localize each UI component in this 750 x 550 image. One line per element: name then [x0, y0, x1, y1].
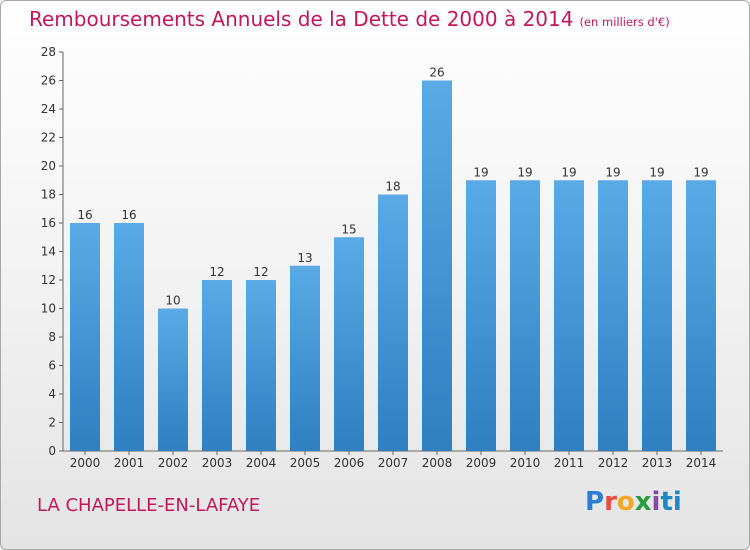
x-tick-label: 2001 [114, 456, 145, 470]
bar [70, 223, 100, 451]
bar [202, 280, 232, 451]
x-tick-label: 2014 [686, 456, 717, 470]
bar [114, 223, 144, 451]
bar-value-label: 13 [297, 251, 312, 265]
x-tick-label: 2008 [422, 456, 453, 470]
y-tick-label: 26 [41, 74, 56, 88]
x-tick-label: 2011 [554, 456, 585, 470]
y-tick-label: 18 [41, 188, 56, 202]
bar [466, 180, 496, 451]
y-tick-label: 14 [41, 245, 56, 259]
bar [686, 180, 716, 451]
chart-title: Remboursements Annuels de la Dette de 20… [29, 7, 670, 31]
x-tick-label: 2005 [290, 456, 321, 470]
bar [598, 180, 628, 451]
town-name: LA CHAPELLE-EN-LAFAYE [37, 495, 261, 516]
bar [290, 265, 320, 451]
bar-value-label: 10 [165, 294, 180, 308]
bar [158, 308, 188, 451]
y-tick-label: 10 [41, 302, 56, 316]
x-tick-label: 2012 [598, 456, 629, 470]
bar-value-label: 18 [385, 180, 400, 194]
y-tick-label: 24 [41, 102, 56, 116]
bar-value-label: 19 [473, 165, 488, 179]
x-tick-label: 2009 [466, 456, 497, 470]
x-tick-label: 2003 [202, 456, 233, 470]
y-tick-label: 20 [41, 159, 56, 173]
bar [334, 237, 364, 451]
x-tick-label: 2006 [334, 456, 365, 470]
bar-value-label: 16 [121, 208, 136, 222]
y-tick-label: 8 [48, 330, 56, 344]
x-tick-label: 2013 [642, 456, 673, 470]
y-tick-label: 28 [41, 45, 56, 59]
y-tick-label: 6 [48, 359, 56, 373]
bar [554, 180, 584, 451]
x-tick-label: 2007 [378, 456, 409, 470]
bar [642, 180, 672, 451]
y-tick-label: 16 [41, 216, 56, 230]
bar-value-label: 16 [77, 208, 92, 222]
x-tick-label: 2002 [158, 456, 189, 470]
x-tick-label: 2010 [510, 456, 541, 470]
y-tick-label: 0 [48, 444, 56, 458]
y-tick-label: 4 [48, 387, 56, 401]
bar-value-label: 15 [341, 222, 356, 236]
y-tick-label: 12 [41, 273, 56, 287]
chart-unit: (en milliers d'€) [579, 15, 670, 29]
bar [378, 194, 408, 451]
x-tick-label: 2000 [70, 456, 101, 470]
bar-value-label: 19 [693, 165, 708, 179]
bar [422, 80, 452, 451]
bar-value-label: 19 [605, 165, 620, 179]
proxiti-logo[interactable]: Proxiti [585, 487, 682, 517]
bar-value-label: 19 [561, 165, 576, 179]
y-tick-label: 2 [48, 416, 56, 430]
bar-value-label: 19 [649, 165, 664, 179]
bar [510, 180, 540, 451]
chart-title-text: Remboursements Annuels de la Dette de 20… [29, 7, 574, 31]
x-tick-label: 2004 [246, 456, 277, 470]
bar-value-label: 19 [517, 165, 532, 179]
bar-value-label: 26 [429, 66, 444, 80]
bar-value-label: 12 [209, 265, 224, 279]
bar [246, 280, 276, 451]
y-tick-label: 22 [41, 131, 56, 145]
bar-value-label: 12 [253, 265, 268, 279]
